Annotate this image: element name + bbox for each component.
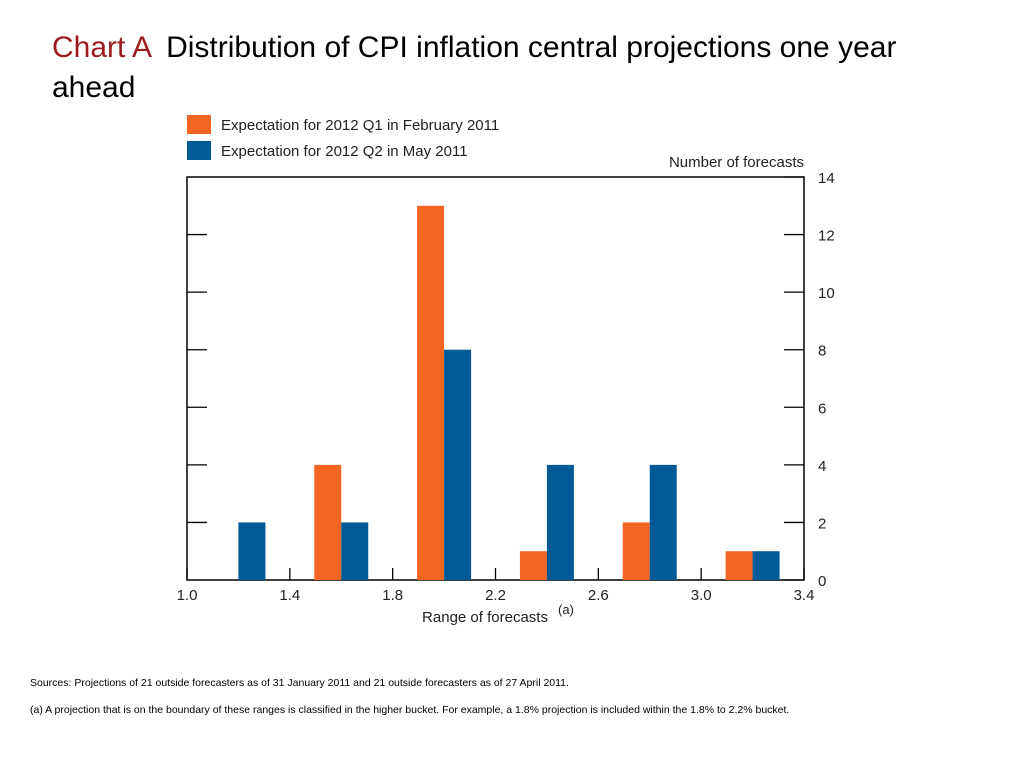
x-axis-label-superscript: (a) [558,602,574,617]
bar-feb-2011 [622,522,650,580]
bar-may-2011 [546,464,574,580]
y-tick-label: 8 [818,343,826,360]
x-tick-label: 3.0 [691,587,712,604]
bar-may-2011 [444,349,472,580]
bar-feb-2011 [519,551,547,580]
x-tick-label: 2.2 [485,587,506,604]
y-tick-label: 12 [818,228,835,245]
x-axis-label: Range of forecasts [422,609,548,626]
bar-feb-2011 [417,205,445,581]
legend-label: Expectation for 2012 Q1 in February 2011 [221,117,499,134]
legend-swatch [187,115,211,134]
y-tick-label: 4 [818,458,826,475]
legend-label: Expectation for 2012 Q2 in May 2011 [221,143,468,160]
y-tick-label: 2 [818,515,826,532]
x-tick-label: 1.4 [279,587,300,604]
bar-may-2011 [341,522,369,580]
legend-swatch [187,141,211,160]
plot-frame [186,176,805,581]
sources-note: Sources: Projections of 21 outside forec… [30,677,569,689]
bar-may-2011 [649,464,677,580]
bar-may-2011 [752,551,780,580]
y-tick-label: 0 [818,573,826,590]
cpi-distribution-chart: 0 2 4 6 8 10 12 14 1.0 1.4 1.8 2.2 2.6 3.0 3.4 Number o… [177,115,835,626]
y-tick-label: 14 [818,170,835,187]
bar-feb-2011 [725,551,753,580]
x-tick-label: 1.8 [382,587,403,604]
y-tick-label: 6 [818,400,826,417]
chart-label: Chart A [52,31,153,64]
chart-heading: Chart A Distribution of CPI inflation cen… [52,28,952,108]
chart-title: Distribution of CPI inflation central pr… [52,31,897,104]
x-tick-label: 2.6 [588,587,609,604]
y-axis-label: Number of forecasts [669,154,804,171]
footnote: (a) A projection that is on the boundary… [30,704,790,716]
bar-may-2011 [238,522,266,580]
x-tick-label: 1.0 [177,587,198,604]
bar-feb-2011 [314,464,342,580]
y-tick-label: 10 [818,285,835,302]
x-tick-label: 3.4 [794,587,815,604]
